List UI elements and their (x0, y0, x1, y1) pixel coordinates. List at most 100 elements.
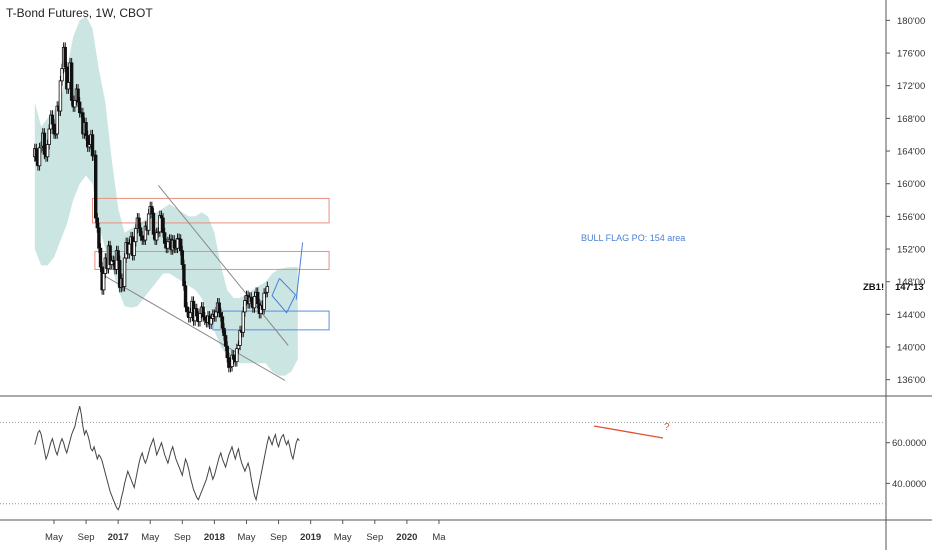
candle-body (219, 312, 223, 318)
candle-body (52, 123, 56, 135)
time-tick-label: 2017 (108, 532, 129, 543)
time-tick-label: May (45, 532, 63, 543)
price-tick-label: 168'00 (897, 114, 925, 125)
candle-body (180, 250, 185, 265)
price-tick-label: 152'00 (897, 245, 925, 256)
candle-body (223, 335, 228, 347)
price-tick-label: 172'00 (897, 81, 925, 92)
time-tick-label: 2020 (396, 532, 417, 543)
symbol-label: ZB1! (863, 282, 884, 293)
candle-body (140, 235, 144, 241)
candle-body (166, 241, 170, 249)
candle-body (94, 154, 98, 219)
candle-body (34, 148, 39, 162)
candle-body (231, 354, 236, 360)
divergence-question-mark: ? (664, 422, 670, 433)
time-tick-label: Sep (78, 532, 95, 543)
candle-body (217, 302, 221, 314)
chart-title: T-Bond Futures, 1W, CBOT (6, 6, 153, 20)
price-tick-label: 164'00 (897, 147, 925, 158)
time-tick-label: Sep (174, 532, 191, 543)
oscillator-tick-label: 60.0000 (892, 438, 926, 449)
resistance-zone-0 (91, 197, 330, 224)
candle-body (151, 212, 156, 235)
candle-body (235, 348, 239, 363)
candle-body (116, 250, 120, 261)
time-tick-label: May (238, 532, 256, 543)
candle-body (97, 227, 101, 249)
price-tick-label: 176'00 (897, 49, 925, 60)
price-tick-label: 144'00 (897, 310, 925, 321)
price-tick-label: 136'00 (897, 375, 925, 386)
candle-body (238, 330, 242, 346)
candle-body (77, 101, 82, 114)
candle-body (198, 313, 202, 323)
bull-flag (271, 278, 297, 314)
price-tick-label: 180'00 (897, 16, 925, 27)
candle-body (137, 217, 141, 229)
price-tick-label: 160'00 (897, 179, 925, 190)
candle-body (209, 318, 213, 325)
oscillator-divergence (593, 425, 664, 439)
candle-body (182, 264, 186, 287)
candle-body (146, 213, 151, 231)
candle-body (73, 100, 77, 108)
trendline-0 (157, 185, 289, 346)
candle-body (214, 311, 218, 318)
price-tick-label: 148'00 (897, 277, 925, 288)
candle-body (201, 306, 205, 318)
candle-body (69, 62, 74, 101)
candle-body (252, 295, 257, 309)
candle-body (162, 232, 167, 244)
candle-body (60, 68, 64, 82)
candle-body (102, 273, 106, 291)
candle-body (183, 285, 188, 308)
time-tick-label: Ma (432, 532, 446, 543)
current-price-label: 147'13 (895, 282, 924, 293)
candle-body (90, 134, 95, 157)
time-tick-label: May (141, 532, 159, 543)
candle-body (175, 238, 180, 249)
candle-body (236, 344, 241, 350)
candle-body (154, 232, 159, 241)
candle-body (45, 144, 50, 158)
time-tick-label: May (334, 532, 352, 543)
candle-body (262, 292, 266, 310)
candle-body (243, 300, 247, 313)
time-tick-label: Sep (270, 532, 287, 543)
candle-body (203, 316, 207, 321)
candle-body (172, 239, 176, 249)
candle-body (138, 227, 143, 237)
candle-body (132, 241, 136, 256)
candle-body (122, 257, 127, 287)
candle-body (161, 217, 165, 234)
candle-body (227, 357, 231, 368)
time-tick-label: 2018 (204, 532, 225, 543)
candle-body (134, 228, 138, 243)
oscillator-tick-label: 40.0000 (892, 479, 926, 490)
bollinger-band (34, 16, 298, 376)
candle-body (195, 308, 199, 317)
candle-body (66, 82, 71, 90)
candle-body (256, 291, 260, 305)
flag-projection (295, 242, 304, 300)
candle-body (179, 238, 183, 252)
candle-body (241, 311, 245, 333)
candle-body (127, 243, 132, 255)
candle-body (50, 114, 55, 125)
candle-body (42, 132, 47, 155)
candle-body (225, 345, 229, 359)
candle-body (47, 128, 51, 145)
candle-body (222, 327, 226, 336)
candle-body (84, 122, 88, 136)
candle-body (188, 312, 193, 319)
candle-body (37, 147, 42, 167)
oscillator-line (34, 405, 300, 511)
candle-body (220, 316, 225, 329)
candle-body (76, 88, 80, 103)
trendline-1 (100, 273, 286, 381)
candle-body (95, 217, 100, 229)
candle-body (63, 46, 67, 68)
